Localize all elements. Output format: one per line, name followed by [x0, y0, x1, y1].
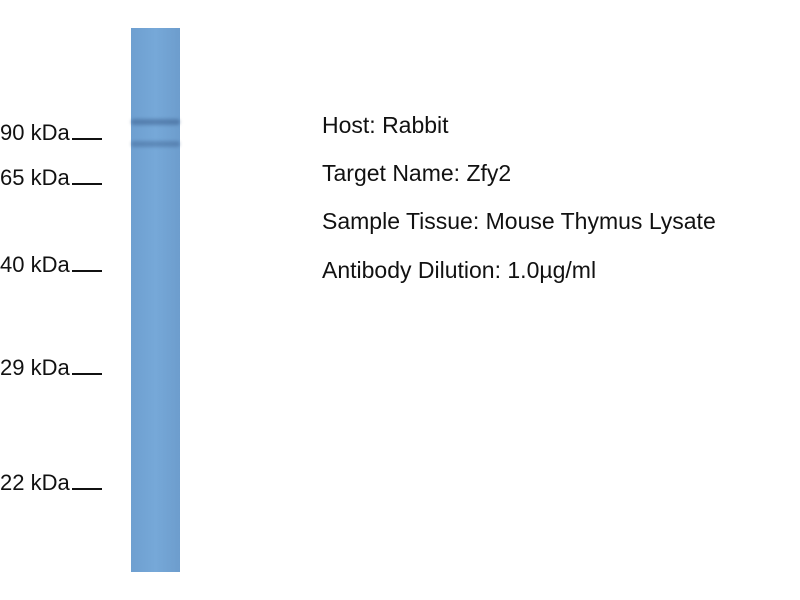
marker-90: 90 kDa	[0, 120, 102, 146]
info-host: Host: Rabbit	[322, 112, 449, 138]
blot-lane	[131, 28, 180, 572]
info-dilution: Antibody Dilution: 1.0µg/ml	[322, 257, 597, 283]
marker-tick	[71, 373, 102, 375]
protein-band-lower	[131, 141, 180, 147]
info-tissue: Sample Tissue: Mouse Thymus Lysate	[322, 208, 716, 234]
marker-22: 22 kDa	[0, 470, 102, 496]
protein-band-upper	[131, 119, 180, 125]
marker-65: 65 kDa	[0, 165, 102, 191]
marker-label: 22 kDa	[0, 470, 70, 495]
marker-tick	[71, 138, 102, 140]
marker-label: 40 kDa	[0, 252, 70, 277]
marker-label: 90 kDa	[0, 120, 70, 145]
marker-tick	[71, 183, 102, 185]
marker-tick	[71, 488, 102, 490]
marker-label: 29 kDa	[0, 355, 70, 380]
marker-label: 65 kDa	[0, 165, 70, 190]
marker-tick	[71, 270, 102, 272]
info-target: Target Name: Zfy2	[322, 160, 512, 186]
marker-40: 40 kDa	[0, 252, 102, 278]
marker-29: 29 kDa	[0, 355, 102, 381]
